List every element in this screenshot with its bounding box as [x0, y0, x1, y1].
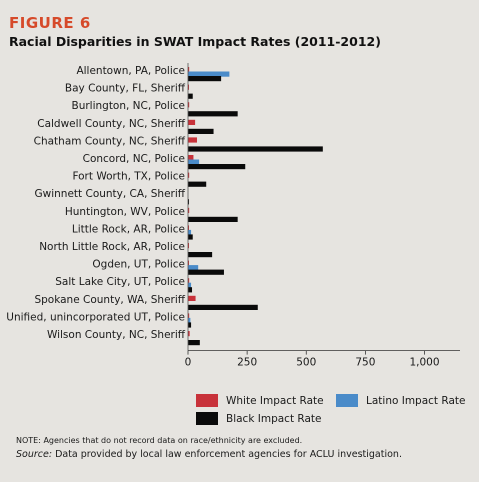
bar-white-unified-unincorporated-ut-police	[188, 313, 190, 319]
bar-black-ogden-ut-police	[188, 269, 224, 275]
chart-title: Racial Disparities in SWAT Impact Rates …	[9, 34, 381, 49]
bar-latino-unified-unincorporated-ut-police	[188, 317, 191, 324]
bar-white-huntington-wv-police	[188, 207, 190, 213]
figure-label: FIGURE 6	[9, 14, 91, 32]
footnote: NOTE: Agencies that do not record data o…	[16, 436, 303, 445]
category-label-wilson-county-nc-sheriff: Wilson County, NC, Sheriff	[47, 329, 186, 341]
category-label-north-little-rock-ar-police: North Little Rock, AR, Police	[39, 241, 185, 253]
category-label-salt-lake-city-ut-police: Salt Lake City, UT, Police	[55, 276, 185, 288]
bar-white-concord-nc-police	[188, 155, 194, 161]
category-label-fort-worth-tx-police: Fort Worth, TX, Police	[72, 171, 185, 183]
category-label-allentown-pa-police: Allentown, PA, Police	[76, 65, 185, 77]
bar-white-burlington-nc-police	[188, 102, 190, 108]
bar-black-allentown-pa-police	[188, 76, 222, 82]
category-label-spokane-county-wa-sheriff: Spokane County, WA, Sheriff	[34, 294, 185, 306]
source-text: Data provided by local law enforcement a…	[52, 449, 402, 460]
bar-white-chatham-county-nc-sheriff	[188, 137, 197, 143]
bar-black-huntington-wv-police	[188, 216, 238, 222]
bar-black-concord-nc-police	[188, 164, 246, 170]
bar-white-spokane-county-wa-sheriff	[188, 295, 196, 301]
category-label-caldwell-county-nc-sheriff: Caldwell County, NC, Sheriff	[37, 118, 186, 130]
category-label-bay-county-fl-sheriff: Bay County, FL, Sheriff	[65, 83, 186, 95]
category-label-unified-unincorporated-ut-police: Unified, unincorporated UT, Police	[6, 311, 185, 323]
bar-white-allentown-pa-police	[188, 67, 190, 73]
bar-black-burlington-nc-police	[188, 111, 238, 117]
x-tick-label-1000: 1,000	[409, 357, 439, 369]
bar-white-north-little-rock-ar-police	[188, 243, 189, 249]
source-line: Source: Data provided by local law enfor…	[16, 449, 402, 460]
category-label-chatham-county-nc-sheriff: Chatham County, NC, Sheriff	[34, 135, 186, 147]
bar-white-ogden-ut-police	[188, 260, 189, 266]
legend-label-white: White Impact Rate	[226, 394, 324, 407]
source-label: Source:	[16, 449, 53, 460]
bar-latino-allentown-pa-police	[188, 71, 230, 77]
bar-black-spokane-county-wa-sheriff	[188, 304, 258, 310]
bar-black-north-little-rock-ar-police	[188, 252, 213, 258]
category-label-burlington-nc-police: Burlington, NC, Police	[71, 100, 185, 112]
bar-white-bay-county-fl-sheriff	[188, 84, 189, 90]
bar-black-gwinnett-county-ca-sheriff	[188, 199, 189, 205]
bar-black-little-rock-ar-police	[188, 234, 193, 240]
legend-item-white: White Impact Rate	[196, 394, 324, 407]
legend-item-latino: Latino Impact Rate	[336, 394, 465, 407]
bar-black-fort-worth-tx-police	[188, 181, 207, 187]
x-tick-label-250: 250	[237, 357, 257, 369]
category-label-little-rock-ar-police: Little Rock, AR, Police	[72, 223, 185, 235]
legend-swatch-latino	[336, 394, 358, 407]
bar-white-wilson-county-nc-sheriff	[188, 331, 190, 337]
legend: White Impact Rate Latino Impact Rate Bla…	[196, 394, 476, 434]
category-label-ogden-ut-police: Ogden, UT, Police	[92, 259, 185, 271]
legend-swatch-black	[196, 412, 218, 425]
bar-black-chatham-county-nc-sheriff	[188, 146, 323, 152]
bar-latino-little-rock-ar-police	[188, 229, 192, 236]
legend-swatch-white	[196, 394, 218, 407]
legend-label-black: Black Impact Rate	[226, 412, 322, 425]
category-labels: Allentown, PA, Police Bay County, FL, She…	[6, 65, 185, 341]
bar-latino-ogden-ut-police	[188, 265, 199, 271]
bar-white-little-rock-ar-police	[188, 225, 189, 231]
bar-black-wilson-county-nc-sheriff	[188, 340, 200, 346]
x-axis: 0 250 500 750 1,000	[185, 63, 460, 369]
bar-white-fort-worth-tx-police	[188, 172, 190, 178]
bar-latino-salt-lake-city-ut-police	[188, 282, 192, 288]
category-label-huntington-wv-police: Huntington, WV, Police	[65, 206, 185, 218]
bar-white-caldwell-county-nc-sheriff	[188, 119, 196, 125]
bar-latino-concord-nc-police	[188, 159, 200, 165]
category-label-gwinnett-county-ca-sheriff: Gwinnett County, CA, Sheriff	[35, 188, 186, 200]
bars	[188, 67, 323, 346]
category-label-concord-nc-police: Concord, NC, Police	[83, 153, 185, 165]
legend-item-black: Black Impact Rate	[196, 412, 321, 425]
bar-black-bay-county-fl-sheriff	[188, 93, 193, 99]
bar-black-unified-unincorporated-ut-police	[188, 322, 192, 328]
bar-black-salt-lake-city-ut-police	[188, 287, 193, 293]
x-tick-label-500: 500	[296, 357, 316, 369]
bar-white-salt-lake-city-ut-police	[188, 278, 190, 284]
legend-label-latino: Latino Impact Rate	[366, 394, 466, 407]
x-tick-label-750: 750	[355, 357, 375, 369]
bar-black-caldwell-county-nc-sheriff	[188, 128, 214, 134]
bar-chart: Allentown, PA, Police Bay County, FL, She…	[6, 63, 460, 369]
x-tick-label-0: 0	[185, 357, 192, 369]
